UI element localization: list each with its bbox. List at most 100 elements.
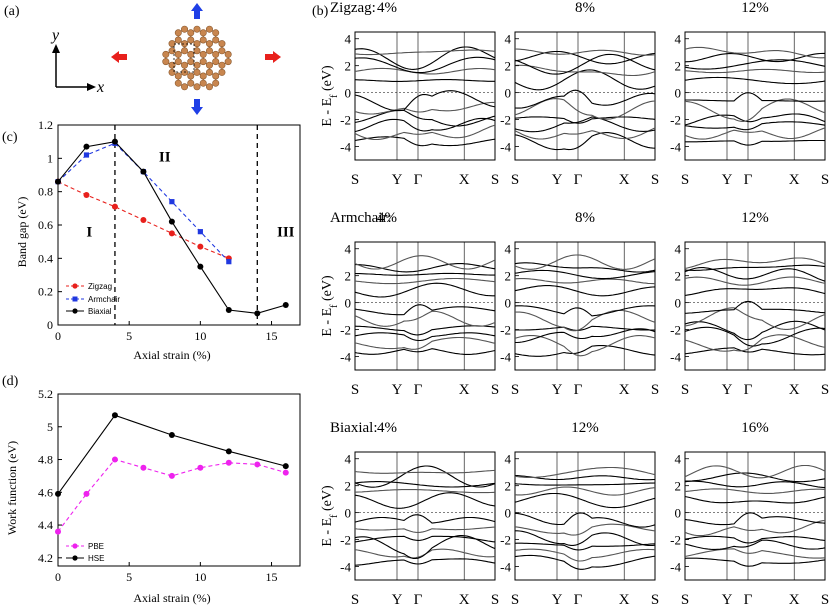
kpoint-label-S: S: [681, 592, 689, 608]
legend-pbe: PBE: [88, 542, 104, 551]
kpoint-label-Y: Y: [552, 592, 563, 608]
band-line: [684, 300, 826, 314]
band-line: [684, 488, 826, 494]
band-line: [684, 495, 826, 504]
kpoint-label-Y: Y: [552, 172, 563, 188]
x-tick-label: 15: [266, 570, 278, 584]
data-point-biaxial: [225, 307, 232, 313]
atom: [181, 83, 189, 91]
atom: [224, 50, 232, 58]
band-line: [684, 76, 826, 85]
band-line: [514, 48, 656, 56]
band-line: [685, 92, 826, 102]
band-line: [514, 89, 656, 109]
band-line: [514, 486, 656, 496]
band-line: [514, 482, 656, 486]
data-point-pbe: [111, 456, 118, 463]
data-point-hse: [282, 463, 289, 470]
band-line: [354, 336, 496, 350]
panel-label-c: (c): [2, 130, 18, 145]
band-line: [354, 277, 496, 285]
y-tick-label: -2: [340, 323, 351, 338]
y-tick-label: -4: [500, 140, 511, 155]
atom: [218, 61, 226, 69]
kpoint-label-G: Γ: [744, 592, 753, 608]
atom: [193, 68, 201, 76]
kpoint-label-X: X: [619, 382, 630, 398]
kpoint-label-G: Γ: [414, 172, 423, 188]
y-tick-label: -4: [500, 560, 511, 575]
y-tick-label: 4: [505, 32, 512, 47]
kpoint-label-S2: S: [651, 592, 659, 608]
x-tick-label: 10: [194, 329, 206, 343]
kpoint-label-Y: Y: [552, 382, 563, 398]
band-line: [684, 68, 826, 74]
data-point-pbe: [83, 490, 90, 497]
atom: [162, 58, 170, 66]
strain-arrow-left: [111, 51, 127, 63]
band-line: [354, 255, 496, 270]
series-line-armchair: [57, 142, 230, 263]
data-point-biaxial: [140, 168, 147, 175]
band-line: [354, 90, 496, 112]
band-line: [354, 101, 496, 115]
kpoint-label-X: X: [789, 592, 800, 608]
y-tick-label: 2: [345, 479, 352, 494]
series-line-hse: [57, 414, 286, 495]
band-panel: 4% 4 2 0 -2 -4 S Y Γ X S E - Ef (eV): [320, 0, 499, 188]
data-point-biaxial: [111, 138, 118, 145]
band-line: [514, 523, 656, 536]
band-line: [354, 489, 496, 494]
y-tick-label: 2: [345, 269, 352, 284]
y-tick-label: -2: [340, 113, 351, 128]
atom: [212, 36, 220, 44]
atom: [218, 68, 226, 76]
axis-arrows: y x: [50, 27, 104, 96]
data-point-pbe: [282, 469, 289, 476]
kpoint-label-X: X: [619, 592, 630, 608]
y-tick-label: 4: [345, 242, 352, 257]
band-panel: 16% 4 2 0 -2 -4 S Y Γ X S: [670, 420, 829, 608]
data-point-biaxial: [282, 302, 289, 308]
band-line: [684, 264, 826, 271]
band-line: [684, 480, 826, 489]
band-line: [354, 548, 496, 559]
data-point-zigzag: [140, 217, 147, 223]
panel-label-b: (b): [312, 4, 329, 19]
atom: [205, 40, 213, 48]
data-point-armchair: [197, 229, 203, 235]
atom: [205, 47, 213, 55]
atom: [212, 79, 220, 87]
unit-cell-box: [173, 43, 195, 73]
y-tick-label: 4: [675, 452, 682, 467]
y-tick-label: 0.8: [38, 185, 53, 199]
kpoint-label-S: S: [351, 382, 359, 398]
work-function-xlabel: Axial strain (%): [133, 591, 210, 605]
band-line: [514, 542, 656, 551]
x-tick-label: 10: [194, 570, 206, 584]
kpoint-label-S2: S: [821, 592, 829, 608]
kpoint-label-Y: Y: [722, 382, 733, 398]
data-point-biaxial: [55, 178, 61, 185]
y-tick-label: 0.6: [38, 218, 53, 232]
band-line: [354, 79, 495, 82]
strain-label: 4%: [377, 0, 397, 16]
atom: [174, 36, 182, 44]
data-point-armchair: [169, 199, 175, 205]
data-point-hse: [225, 448, 232, 455]
x-tick-label: 5: [126, 570, 132, 584]
region-label: III: [277, 225, 295, 241]
band-line: [514, 262, 656, 273]
band-line: [354, 136, 496, 147]
band-panel: 4% 4 2 0 -2 -4 S Y Γ X S E - Ef (eV): [320, 210, 499, 398]
kpoint-label-X: X: [789, 172, 800, 188]
atom: [168, 47, 176, 55]
band-line: [514, 116, 656, 124]
kpoint-label-G: Γ: [744, 172, 753, 188]
band-line: [684, 287, 826, 297]
band-line: [684, 267, 826, 282]
band-ylabel: E - Ef (eV): [320, 485, 340, 547]
region-label: II: [159, 150, 171, 166]
y-tick-label: 0.2: [38, 285, 53, 299]
